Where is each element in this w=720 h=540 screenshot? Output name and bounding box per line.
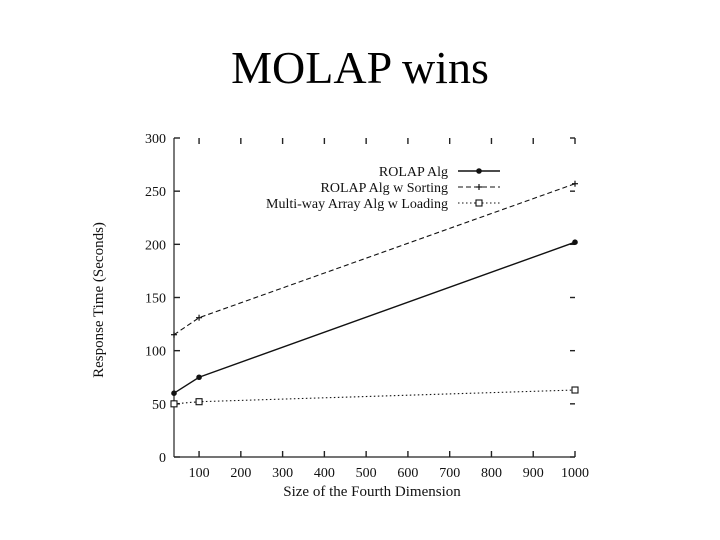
series-line — [173, 183, 576, 336]
y-tick-label: 250 — [145, 185, 166, 200]
data-point — [171, 390, 177, 397]
x-tick-label: 100 — [189, 466, 210, 481]
x-axis-label: Size of the Fourth Dimension — [283, 484, 461, 500]
x-tick-label: 1000 — [561, 466, 589, 481]
x-tick-label: 900 — [523, 466, 544, 481]
data-point — [196, 314, 203, 321]
slide-title: MOLAP wins — [231, 42, 489, 93]
y-tick-label: 50 — [152, 398, 166, 413]
data-point — [196, 374, 202, 381]
series-2 — [171, 180, 578, 338]
x-tick-label: 400 — [314, 466, 335, 481]
x-tick-label: 500 — [356, 466, 377, 481]
data-point — [195, 398, 203, 406]
data-point — [572, 180, 578, 187]
data-point — [171, 331, 177, 338]
y-axis-label: Response Time (Seconds) — [91, 222, 107, 378]
series-1 — [171, 239, 578, 397]
y-tick-label: 150 — [145, 292, 166, 307]
legend-label: ROLAP Alg — [379, 165, 448, 180]
x-tick-label: 200 — [230, 466, 251, 481]
y-tick-label: 200 — [145, 238, 166, 253]
legend-label: Multi-way Array Alg w Loading — [266, 197, 448, 212]
series-line — [173, 241, 576, 394]
y-tick-label: 0 — [159, 451, 166, 466]
data-point — [572, 239, 578, 246]
y-tick-label: 100 — [145, 345, 166, 360]
series-line — [173, 389, 576, 405]
data-point — [476, 184, 482, 190]
legend-label: ROLAP Alg w Sorting — [321, 181, 448, 196]
data-point — [475, 199, 483, 207]
x-tick-label: 700 — [439, 466, 460, 481]
data-point — [170, 400, 178, 408]
y-tick-label: 300 — [145, 132, 166, 147]
data-point — [571, 386, 579, 394]
x-tick-label: 800 — [481, 466, 502, 481]
series-layer — [170, 180, 579, 408]
series-3 — [170, 386, 579, 408]
x-tick-label: 600 — [397, 466, 418, 481]
x-tick-label: 300 — [272, 466, 293, 481]
axis-ticks: 0 50 100 150 200 250 300 100 200 300 400 500 600 700 8… — [145, 132, 589, 481]
data-point — [476, 168, 482, 174]
